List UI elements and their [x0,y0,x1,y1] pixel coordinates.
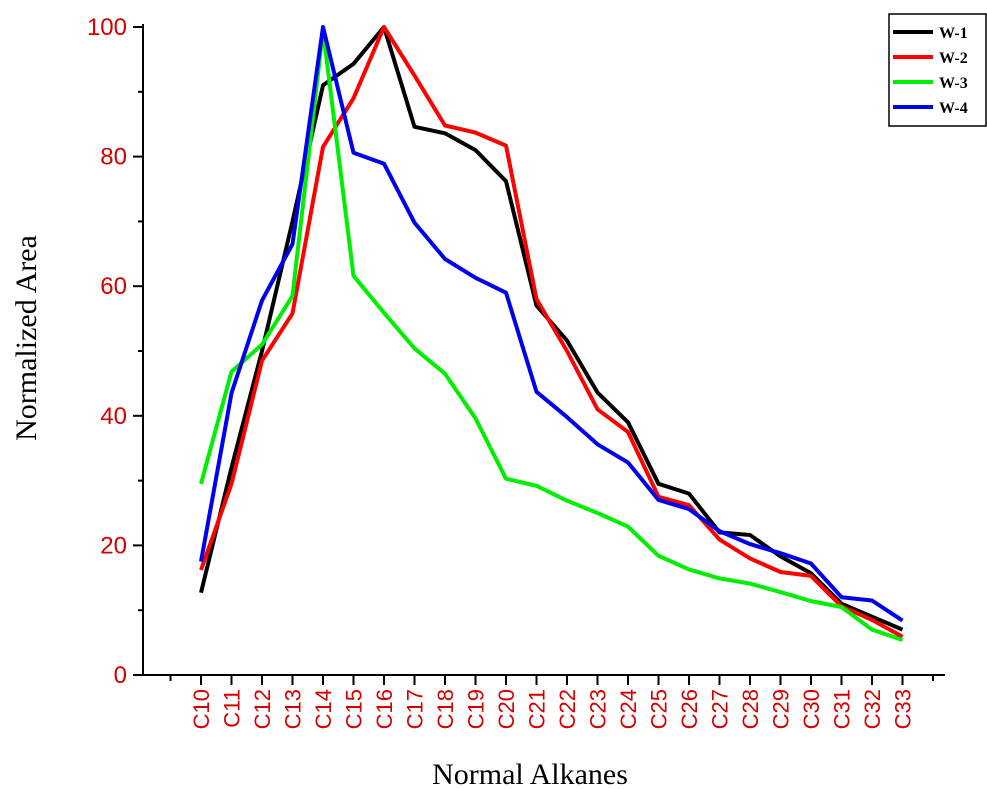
series-line-w-2 [199,25,904,639]
x-tick-label: C33 [891,689,916,729]
x-tick-label: C28 [738,689,763,729]
y-tick-label: 80 [100,144,127,171]
x-tick-label: C27 [708,689,733,729]
x-axis-title: Normal Alkanes [432,758,628,789]
x-tick-label: C11 [220,689,245,728]
y-tick-label: 0 [114,662,127,689]
legend-label-w-4: W-4 [939,100,968,117]
x-tick-label: C18 [433,689,458,729]
y-axis-title: Normalized Area [10,235,43,441]
x-tick-label: C12 [250,689,275,729]
x-tick-label: C26 [677,689,702,729]
y-tick-label: 20 [100,532,127,559]
x-tick-label: C23 [586,689,611,729]
series-line-w-3 [199,28,904,642]
x-tick-label: C14 [311,689,336,729]
x-tick-label: C32 [860,689,885,729]
x-tick-label: C21 [525,689,550,729]
x-tick-label: C30 [799,689,824,729]
x-tick-label: C29 [769,689,794,729]
series-layer [199,25,904,642]
x-tick-label: C15 [342,689,367,729]
y-tick-label: 40 [100,403,127,430]
y-tick-label: 100 [87,14,127,41]
x-tick-label: C20 [494,689,519,729]
x-tick-label: C17 [403,689,428,729]
legend: W-1 W-2 W-3 W-4 [888,13,987,127]
legend-label-w-2: W-2 [939,50,968,67]
legend-label-w-1: W-1 [939,25,968,42]
y-tick-label: 60 [100,273,127,300]
x-tick-label: C19 [464,689,489,729]
x-tick-label: C10 [189,689,214,729]
x-tick-label: C31 [830,689,855,729]
x-tick-label: C25 [647,689,672,729]
x-tick-label: C16 [372,689,397,729]
legend-label-w-3: W-3 [939,75,968,92]
x-tick-label: C24 [616,689,641,729]
series-line-w-4 [199,25,904,623]
x-tick-label: C13 [281,689,306,729]
x-tick-label: C22 [555,689,580,729]
